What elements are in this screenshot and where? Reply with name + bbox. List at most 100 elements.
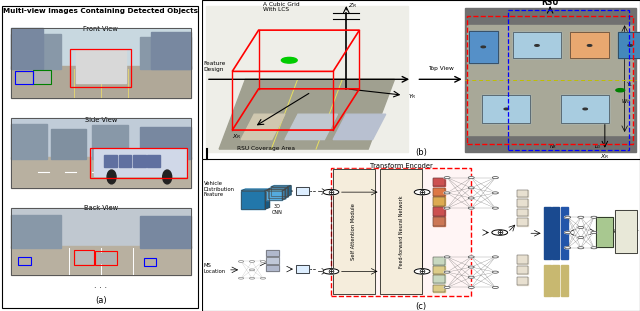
Polygon shape	[265, 189, 269, 209]
Bar	[271, 187, 287, 196]
Circle shape	[591, 247, 597, 249]
Bar	[333, 169, 375, 294]
Text: Back View: Back View	[84, 205, 118, 211]
Circle shape	[588, 45, 592, 46]
Text: Feature
Design: Feature Design	[204, 61, 226, 72]
Bar	[266, 258, 279, 264]
Text: RSU Coverage Area: RSU Coverage Area	[237, 146, 294, 151]
Bar	[140, 216, 191, 248]
Text: $Z_R$: $Z_R$	[348, 2, 358, 11]
Circle shape	[492, 207, 499, 209]
Bar	[482, 95, 531, 123]
Bar	[268, 189, 285, 198]
Bar	[433, 276, 445, 283]
Text: $W_G$: $W_G$	[621, 97, 631, 106]
Bar	[266, 258, 279, 264]
Bar	[561, 95, 609, 123]
Bar	[51, 129, 86, 159]
Bar	[467, 16, 634, 144]
Circle shape	[444, 286, 450, 288]
Bar	[552, 265, 559, 296]
Circle shape	[468, 276, 474, 278]
Bar	[570, 32, 609, 58]
Bar	[296, 187, 309, 195]
Circle shape	[492, 271, 499, 273]
Bar	[151, 32, 191, 68]
Bar	[517, 190, 528, 197]
Bar	[517, 255, 528, 264]
Bar	[140, 127, 191, 159]
Bar	[11, 247, 191, 275]
Bar	[95, 251, 117, 265]
Bar	[11, 208, 191, 275]
Text: A Cubic Grid
With LCS: A Cubic Grid With LCS	[263, 2, 300, 12]
Circle shape	[414, 189, 430, 195]
Circle shape	[578, 237, 584, 239]
Text: MS
Location: MS Location	[204, 263, 226, 274]
Bar	[433, 197, 445, 206]
Bar	[266, 250, 279, 256]
Text: $X_R$: $X_R$	[232, 132, 241, 141]
Bar	[296, 265, 309, 273]
Circle shape	[163, 170, 172, 184]
Circle shape	[564, 231, 571, 234]
Bar	[517, 266, 528, 274]
Bar	[508, 10, 629, 150]
Bar	[561, 95, 609, 123]
Circle shape	[492, 177, 499, 179]
Bar	[433, 207, 445, 216]
Bar	[517, 277, 528, 285]
Text: Front View: Front View	[83, 26, 118, 32]
Text: Transform Encoder: Transform Encoder	[370, 163, 433, 169]
Text: $X_R$: $X_R$	[600, 152, 609, 161]
Text: $L_G$: $L_G$	[594, 142, 602, 151]
Bar	[469, 31, 497, 63]
Bar	[11, 28, 191, 68]
Circle shape	[107, 170, 116, 184]
Circle shape	[260, 277, 266, 279]
Bar	[380, 169, 422, 294]
Text: $Y_L$: $Y_L$	[626, 80, 633, 89]
Circle shape	[481, 46, 486, 48]
Bar	[433, 285, 445, 292]
Circle shape	[250, 261, 255, 262]
Bar	[433, 257, 445, 265]
Text: $\oplus$: $\oplus$	[418, 267, 426, 276]
Bar	[241, 191, 265, 209]
Bar	[469, 31, 497, 63]
Bar	[17, 73, 33, 82]
Circle shape	[578, 216, 584, 218]
Bar	[35, 71, 51, 82]
Circle shape	[444, 192, 450, 194]
Bar	[19, 257, 31, 265]
Bar	[517, 190, 528, 197]
Circle shape	[591, 231, 597, 234]
Bar	[433, 276, 445, 283]
Circle shape	[492, 230, 508, 235]
Bar	[266, 265, 279, 272]
Bar	[433, 178, 445, 186]
Bar	[433, 266, 445, 274]
Polygon shape	[241, 189, 269, 191]
Bar	[465, 8, 636, 152]
Text: $\oplus$: $\oplus$	[327, 188, 335, 197]
Text: 3D
CNN: 3D CNN	[272, 204, 283, 215]
Circle shape	[492, 256, 499, 258]
Circle shape	[468, 256, 474, 258]
Bar	[331, 168, 471, 296]
Circle shape	[578, 226, 584, 229]
Circle shape	[239, 277, 244, 279]
Bar	[517, 209, 528, 216]
Text: $N_R$: $N_R$	[550, 142, 557, 151]
Bar	[97, 253, 115, 263]
Bar	[433, 207, 445, 216]
Polygon shape	[285, 188, 289, 198]
Bar	[133, 155, 146, 167]
Bar	[11, 34, 61, 68]
Bar	[433, 197, 445, 206]
Bar	[266, 250, 279, 256]
Polygon shape	[333, 114, 386, 140]
Circle shape	[260, 261, 266, 262]
Circle shape	[250, 277, 255, 279]
Bar	[618, 32, 640, 58]
